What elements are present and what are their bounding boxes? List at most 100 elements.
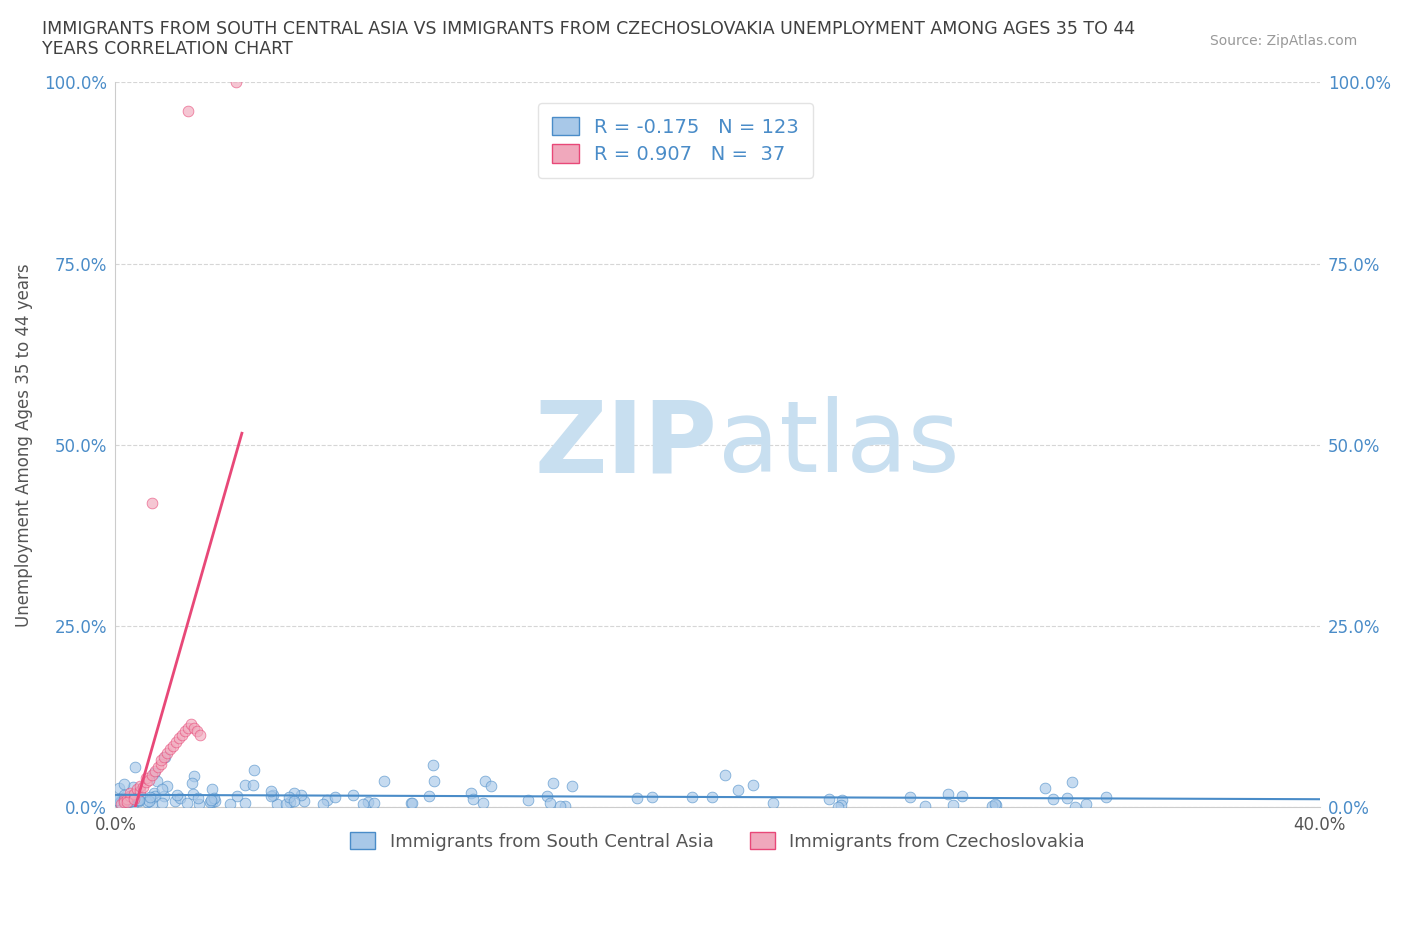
Point — [342, 787, 364, 802]
Point — [181, 787, 204, 802]
Point — [122, 779, 145, 794]
Point — [128, 784, 150, 799]
Point — [110, 795, 132, 810]
Point — [115, 792, 138, 807]
Y-axis label: Unemployment Among Ages 35 to 44 years: Unemployment Among Ages 35 to 44 years — [15, 263, 32, 627]
Point — [117, 791, 139, 806]
Point — [128, 793, 150, 808]
Point — [201, 782, 224, 797]
Point — [139, 790, 162, 804]
Point — [136, 794, 159, 809]
Point — [399, 796, 422, 811]
Point — [120, 786, 142, 801]
Point — [243, 763, 266, 777]
Point — [984, 798, 1007, 813]
Point — [219, 796, 242, 811]
Point — [460, 786, 482, 801]
Point — [479, 778, 502, 793]
Point — [262, 788, 284, 803]
Point — [150, 796, 173, 811]
Point — [516, 792, 538, 807]
Point — [110, 796, 132, 811]
Text: Source: ZipAtlas.com: Source: ZipAtlas.com — [1209, 34, 1357, 48]
Point — [187, 797, 209, 812]
Point — [152, 750, 174, 764]
Point — [472, 796, 495, 811]
Point — [276, 796, 298, 811]
Point — [984, 796, 1007, 811]
Point — [914, 799, 936, 814]
Point — [938, 787, 960, 802]
Point — [127, 792, 149, 807]
Point — [176, 720, 198, 735]
Point — [146, 760, 169, 775]
Point — [122, 787, 145, 802]
Point — [418, 788, 440, 803]
Point — [742, 777, 765, 792]
Point — [554, 798, 576, 813]
Point — [180, 716, 202, 731]
Point — [626, 790, 648, 805]
Point — [173, 724, 195, 738]
Point — [118, 790, 141, 804]
Point — [260, 784, 283, 799]
Point — [120, 793, 142, 808]
Point — [762, 796, 785, 811]
Point — [225, 75, 247, 90]
Point — [827, 800, 849, 815]
Point — [128, 792, 150, 807]
Point — [166, 788, 188, 803]
Point — [188, 727, 211, 742]
Point — [163, 794, 186, 809]
Point — [200, 792, 222, 807]
Point — [112, 788, 135, 803]
Point — [122, 796, 145, 811]
Point — [283, 793, 305, 808]
Point — [159, 742, 181, 757]
Point — [120, 794, 142, 809]
Point — [176, 104, 198, 119]
Point — [105, 792, 128, 807]
Point — [260, 789, 283, 804]
Point — [1064, 800, 1087, 815]
Point — [183, 768, 205, 783]
Point — [202, 790, 225, 805]
Point — [980, 799, 1002, 814]
Point — [942, 798, 965, 813]
Point — [1094, 790, 1116, 804]
Point — [111, 794, 134, 809]
Point — [727, 783, 749, 798]
Point — [187, 790, 209, 805]
Point — [541, 776, 564, 790]
Point — [536, 789, 558, 804]
Point — [107, 792, 129, 807]
Point — [1035, 781, 1057, 796]
Point — [141, 790, 163, 805]
Point — [135, 775, 157, 790]
Point — [114, 794, 136, 809]
Point — [183, 720, 205, 735]
Point — [363, 795, 385, 810]
Point — [538, 796, 561, 811]
Point — [156, 746, 179, 761]
Point — [1056, 790, 1078, 805]
Point — [170, 727, 193, 742]
Point — [242, 778, 264, 793]
Point — [290, 788, 312, 803]
Point — [124, 760, 146, 775]
Point — [135, 771, 157, 786]
Point — [357, 794, 380, 809]
Point — [176, 796, 198, 811]
Point — [700, 790, 723, 805]
Point — [141, 796, 163, 811]
Point — [122, 791, 145, 806]
Point — [150, 782, 173, 797]
Point — [422, 758, 444, 773]
Point — [162, 738, 184, 753]
Point — [156, 778, 179, 793]
Text: YEARS CORRELATION CHART: YEARS CORRELATION CHART — [42, 40, 292, 58]
Point — [108, 780, 131, 795]
Point — [167, 731, 190, 746]
Point — [325, 790, 347, 804]
Legend: Immigrants from South Central Asia, Immigrants from Czechoslovakia: Immigrants from South Central Asia, Immi… — [342, 823, 1094, 860]
